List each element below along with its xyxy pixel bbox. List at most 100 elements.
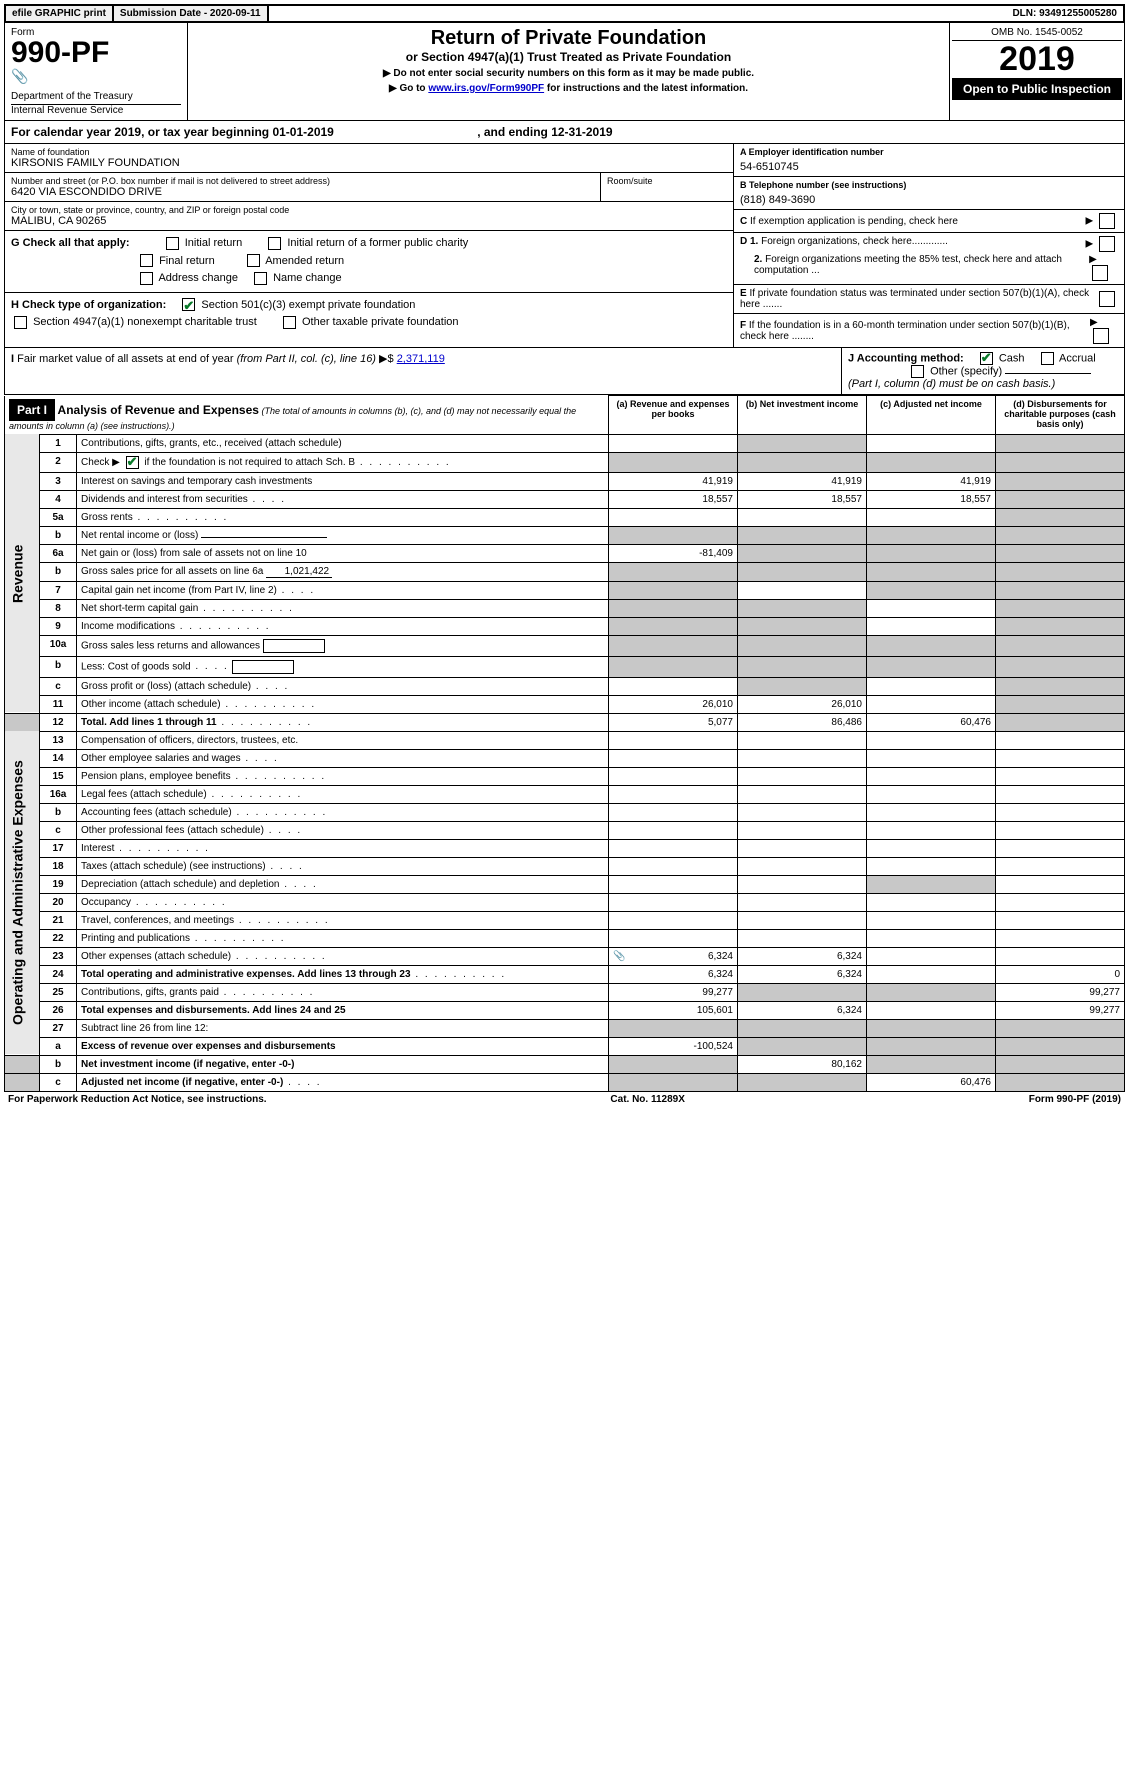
submission-date: Submission Date - 2020-09-11 <box>114 6 269 21</box>
row-5b: b Net rental income or (loss) <box>5 526 1125 544</box>
row-10a: 10a Gross sales less returns and allowan… <box>5 635 1125 656</box>
row-24: 24 Total operating and administrative ex… <box>5 965 1125 983</box>
footer-mid: Cat. No. 11289X <box>610 1094 684 1105</box>
row-6a: 6a Net gain or (loss) from sale of asset… <box>5 544 1125 562</box>
f-check: F If the foundation is in a 60-month ter… <box>734 314 1124 347</box>
row-18: 18Taxes (attach schedule) (see instructi… <box>5 857 1125 875</box>
header-left: Form 990-PF 📎 Department of the Treasury… <box>5 23 188 120</box>
header-center: Return of Private Foundation or Section … <box>188 23 949 120</box>
col-b-header: (b) Net investment income <box>738 396 867 435</box>
expenses-side-label: Operating and Administrative Expenses <box>5 731 40 1055</box>
c-check: C C If exemption application is pending,… <box>734 210 1124 233</box>
open-inspection: Open to Public Inspection <box>952 78 1122 100</box>
footer-right: Form 990-PF (2019) <box>1029 1094 1121 1105</box>
row-6b: b Gross sales price for all assets on li… <box>5 562 1125 581</box>
row-10b: b Less: Cost of goods sold <box>5 656 1125 677</box>
j-section: J Accounting method: Cash Accrual Other … <box>841 348 1124 394</box>
city-cell: City or town, state or province, country… <box>5 202 733 231</box>
row-21: 21Travel, conferences, and meetings <box>5 911 1125 929</box>
e-checkbox[interactable] <box>1099 291 1115 307</box>
irs-link[interactable]: www.irs.gov/Form990PF <box>428 83 544 94</box>
row-20: 20Occupancy <box>5 893 1125 911</box>
row-27: 27 Subtract line 26 from line 12: <box>5 1019 1125 1037</box>
col-d-header: (d) Disbursements for charitable purpose… <box>996 396 1125 435</box>
row-27a: a Excess of revenue over expenses and di… <box>5 1037 1125 1055</box>
row-3: 3 Interest on savings and temporary cash… <box>5 472 1125 490</box>
address-row: Number and street (or P.O. box number if… <box>5 173 733 202</box>
g-checks: G Check all that apply: Initial return I… <box>5 231 733 293</box>
sec501-checkbox[interactable] <box>182 298 195 311</box>
name-change-checkbox[interactable] <box>254 272 267 285</box>
d1-checkbox[interactable] <box>1099 236 1115 252</box>
sec4947-checkbox[interactable] <box>14 316 27 329</box>
foundation-name-cell: Name of foundation KIRSONIS FAMILY FOUND… <box>5 144 733 173</box>
row-10c: c Gross profit or (loss) (attach schedul… <box>5 677 1125 695</box>
col-c-header: (c) Adjusted net income <box>867 396 996 435</box>
form-number: 990-PF <box>11 38 181 68</box>
other-specify-checkbox[interactable] <box>911 365 924 378</box>
top-bar: efile GRAPHIC print Submission Date - 20… <box>4 4 1125 23</box>
row-22: 22Printing and publications <box>5 929 1125 947</box>
dln: DLN: 93491255005280 <box>1006 6 1123 21</box>
irs-label: Internal Revenue Service <box>11 104 181 116</box>
entity-info: Name of foundation KIRSONIS FAMILY FOUND… <box>4 144 1125 348</box>
e-check: E If private foundation status was termi… <box>734 285 1124 314</box>
row-23: 23 Other expenses (attach schedule) 📎6,3… <box>5 947 1125 965</box>
accrual-checkbox[interactable] <box>1041 352 1054 365</box>
row-5a: 5a Gross rents <box>5 508 1125 526</box>
form-header: Form 990-PF 📎 Department of the Treasury… <box>4 23 1125 121</box>
part1-table: Part I Analysis of Revenue and Expenses … <box>4 395 1125 1092</box>
instruction-2: ▶ Go to www.irs.gov/Form990PF for instru… <box>192 83 945 94</box>
instruction-1: ▶ Do not enter social security numbers o… <box>192 68 945 79</box>
page-footer: For Paperwork Reduction Act Notice, see … <box>4 1092 1125 1107</box>
initial-return-checkbox[interactable] <box>166 237 179 250</box>
document-icon[interactable]: 📎 <box>11 68 181 85</box>
row-7: 7 Capital gain net income (from Part IV,… <box>5 581 1125 599</box>
i-j-row: I Fair market value of all assets at end… <box>4 348 1125 395</box>
amended-return-checkbox[interactable] <box>247 254 260 267</box>
header-right: OMB No. 1545-0052 2019 Open to Public In… <box>949 23 1124 120</box>
row-19: 19Depreciation (attach schedule) and dep… <box>5 875 1125 893</box>
revenue-side-label: Revenue <box>5 434 40 713</box>
row-17: 17Interest <box>5 839 1125 857</box>
c-checkbox[interactable] <box>1099 213 1115 229</box>
part1-label: Part I <box>9 399 55 421</box>
entity-right: A Employer identification number 54-6510… <box>733 144 1124 347</box>
row-1: Revenue 1 Contributions, gifts, grants, … <box>5 434 1125 452</box>
dept-label: Department of the Treasury <box>11 91 181 102</box>
form-title: Return of Private Foundation <box>192 27 945 50</box>
i-section: I Fair market value of all assets at end… <box>5 348 841 394</box>
initial-former-checkbox[interactable] <box>268 237 281 250</box>
row-11: 11 Other income (attach schedule) 26,010… <box>5 695 1125 713</box>
row-13: Operating and Administrative Expenses 13… <box>5 731 1125 749</box>
row-15: 15Pension plans, employee benefits <box>5 767 1125 785</box>
attachment-icon[interactable]: 📎 <box>613 951 625 962</box>
cash-checkbox[interactable] <box>980 352 993 365</box>
footer-left: For Paperwork Reduction Act Notice, see … <box>8 1094 267 1105</box>
final-return-checkbox[interactable] <box>140 254 153 267</box>
row-27c: c Adjusted net income (if negative, ente… <box>5 1073 1125 1091</box>
omb-number: OMB No. 1545-0052 <box>952 25 1122 41</box>
fmv-value[interactable]: 2,371,119 <box>397 353 445 365</box>
efile-label[interactable]: efile GRAPHIC print <box>6 6 114 21</box>
row-26: 26 Total expenses and disbursements. Add… <box>5 1001 1125 1019</box>
schb-checkbox[interactable] <box>126 456 139 469</box>
row-25: 25 Contributions, gifts, grants paid 99,… <box>5 983 1125 1001</box>
d-checks: D 1. Foreign organizations, check here..… <box>734 233 1124 285</box>
tax-year: 2019 <box>952 41 1122 78</box>
row-8: 8 Net short-term capital gain <box>5 599 1125 617</box>
other-taxable-checkbox[interactable] <box>283 316 296 329</box>
row-16c: cOther professional fees (attach schedul… <box>5 821 1125 839</box>
ein-cell: A Employer identification number 54-6510… <box>734 144 1124 177</box>
row-16b: bAccounting fees (attach schedule) <box>5 803 1125 821</box>
form-subtitle: or Section 4947(a)(1) Trust Treated as P… <box>192 50 945 64</box>
d2-checkbox[interactable] <box>1092 265 1108 281</box>
phone-cell: B Telephone number (see instructions) (8… <box>734 177 1124 210</box>
row-16a: 16aLegal fees (attach schedule) <box>5 785 1125 803</box>
f-checkbox[interactable] <box>1093 328 1109 344</box>
row-27b: b Net investment income (if negative, en… <box>5 1055 1125 1073</box>
row-12: 12 Total. Add lines 1 through 11 5,077 8… <box>5 713 1125 731</box>
row-9: 9 Income modifications <box>5 617 1125 635</box>
entity-left: Name of foundation KIRSONIS FAMILY FOUND… <box>5 144 733 347</box>
address-change-checkbox[interactable] <box>140 272 153 285</box>
